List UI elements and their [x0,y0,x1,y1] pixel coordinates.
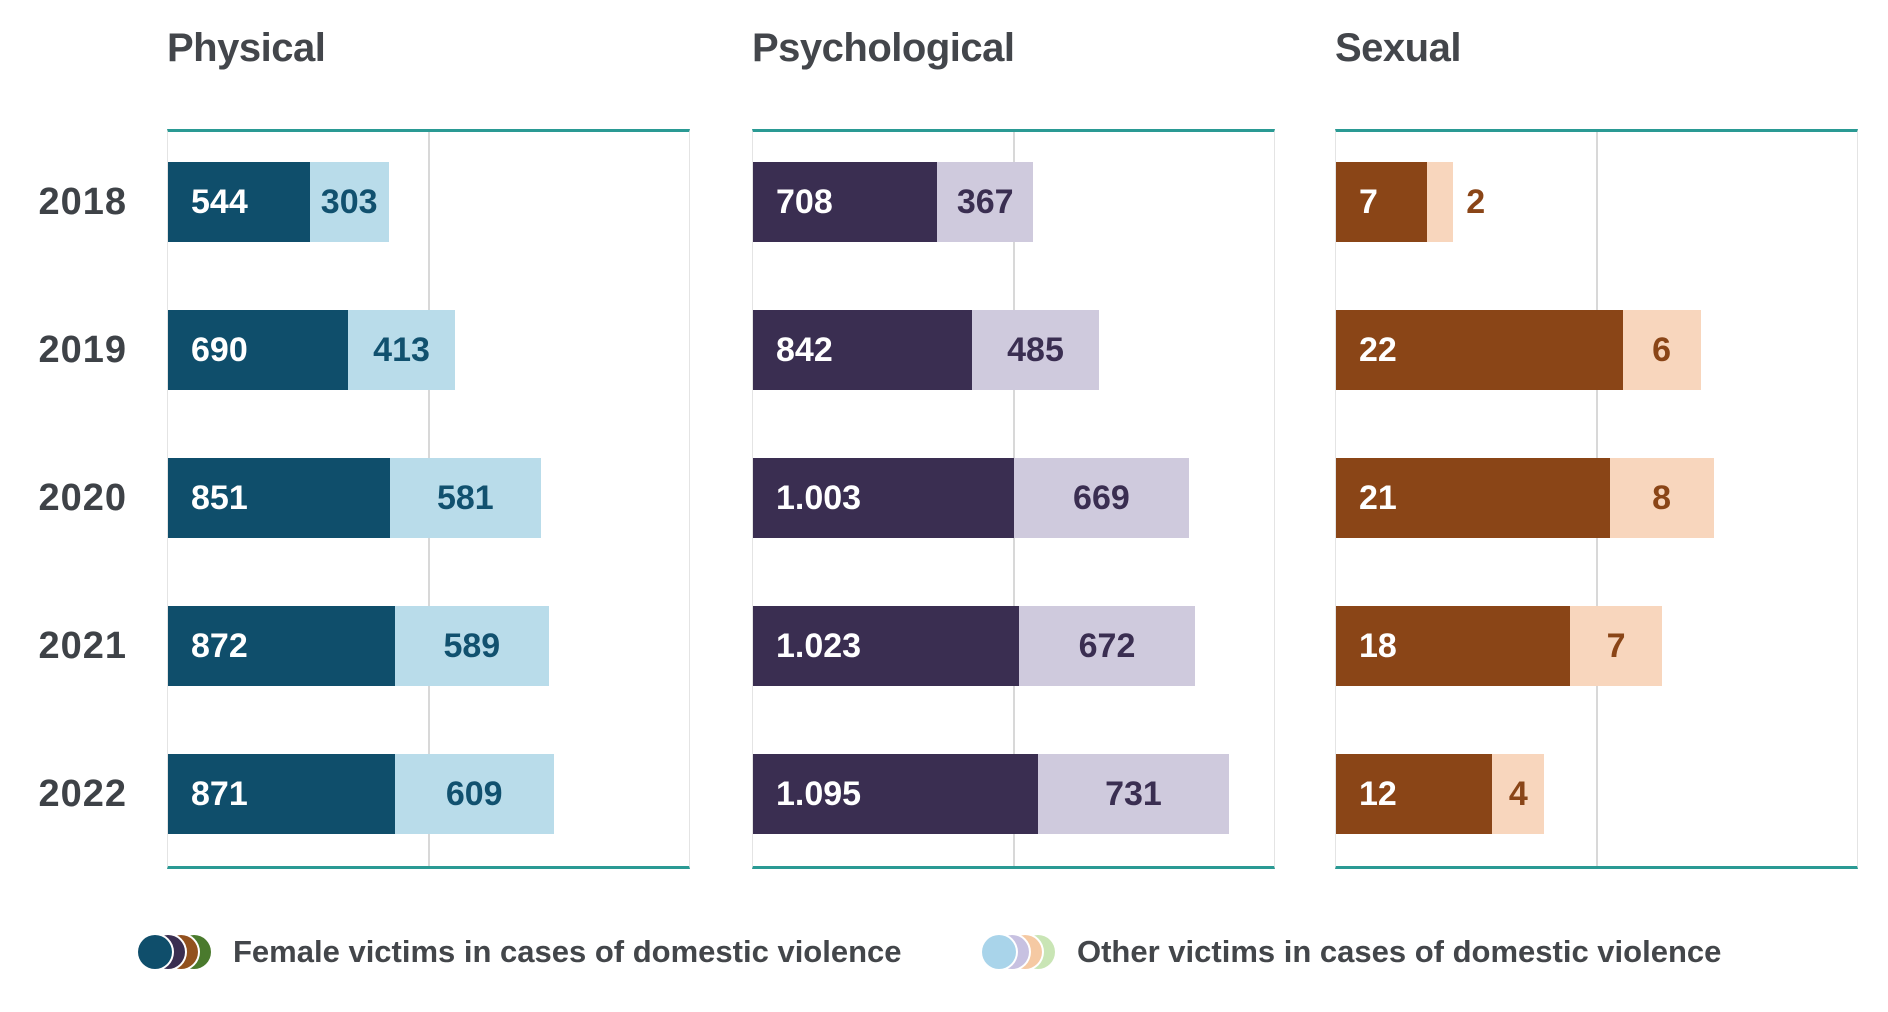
bar-value-label-other: 581 [436,478,494,517]
bar-segment-other: 589 [395,606,549,686]
bar-value-label-other: 589 [443,626,501,665]
bar-value-label-other: 367 [956,182,1014,221]
legend-swatch-group-other-icon [982,935,1055,969]
legend-label-female: Female victims in cases of domestic viol… [233,934,902,969]
bar-segment-other: 581 [389,458,542,538]
bar-value-label-female: 1.003 [776,478,862,517]
year-label-2018: 2018 [38,181,127,223]
bar-value-label-other: 7 [1606,626,1626,665]
bar-segment-other: 413 [347,310,456,390]
bar-value-label-female: 842 [776,330,833,369]
bar-segment-female: 18 [1336,606,1571,686]
bar-segment-female: 1.095 [753,754,1039,834]
bar-segment-other: 485 [972,310,1099,390]
year-label-2019: 2019 [38,329,127,371]
chart-panel-sexual: 7 2 22 6 21 8 18 7 12 4 [1335,129,1858,869]
bar-segment-female: 871 [168,754,395,834]
bar-row-2020: 851 581 [168,458,689,538]
legend-swatch-circle-icon [982,935,1016,969]
bar-row-2022: 12 4 [1336,754,1857,834]
bar-segment-female: 690 [168,310,348,390]
bar-segment-other: 609 [394,754,554,834]
bar-row-2020: 1.003 669 [753,458,1274,538]
bar-value-label-female: 1.023 [776,626,862,665]
year-label-2022: 2022 [38,773,127,815]
bar-segment-female: 544 [168,162,310,242]
legend-swatch-circle-icon [138,935,172,969]
bar-segment-other [1427,162,1454,242]
bar-value-label-female: 708 [776,182,833,221]
legend-swatch-group-female-icon [138,935,211,969]
bar-segment-other: 6 [1622,310,1701,390]
bar-row-2018: 544 303 [168,162,689,242]
bar-value-label-other: 485 [1007,330,1064,369]
bar-segment-other: 672 [1019,606,1195,686]
bar-segment-other: 8 [1609,458,1714,538]
bar-value-label-female: 872 [191,626,248,665]
bar-segment-other: 7 [1570,606,1662,686]
bar-row-2018: 708 367 [753,162,1274,242]
bar-segment-other: 4 [1492,754,1545,834]
year-label-2020: 2020 [38,477,127,519]
bar-segment-other: 669 [1014,458,1189,538]
legend-item-other: Other victims in cases of domestic viole… [982,928,1721,976]
bar-value-label-other: 2 [1466,183,1486,221]
year-label-2021: 2021 [38,625,127,667]
bar-value-label-other: 413 [373,330,430,369]
legend-item-female: Female victims in cases of domestic viol… [138,928,902,976]
bar-value-label-other: 6 [1652,330,1672,369]
bar-row-2022: 1.095 731 [753,754,1274,834]
bar-segment-female: 7 [1336,162,1428,242]
bar-value-label-female: 12 [1359,774,1397,813]
bar-row-2019: 690 413 [168,310,689,390]
bar-segment-female: 872 [168,606,396,686]
bar-value-label-other: 731 [1105,774,1162,813]
bar-segment-other: 731 [1038,754,1229,834]
bar-value-label-other: 672 [1078,626,1136,665]
bar-row-2021: 872 589 [168,606,689,686]
bar-value-label-female: 1.095 [776,774,862,813]
bar-row-2021: 18 7 [1336,606,1857,686]
bar-value-label-female: 544 [191,182,248,221]
bar-value-label-female: 7 [1359,182,1378,221]
bar-segment-female: 842 [753,310,973,390]
bar-value-label-other: 8 [1652,478,1672,517]
chart-panel-physical: 544 303 690 413 851 581 872 589 871 609 [167,129,690,869]
bar-row-2020: 21 8 [1336,458,1857,538]
bar-value-label-other: 609 [445,774,503,813]
bar-value-label-female: 18 [1359,626,1397,665]
bar-value-label-female: 871 [191,774,248,813]
bar-segment-other: 367 [937,162,1034,242]
bar-value-label-female: 851 [191,478,248,517]
legend: Female victims in cases of domestic viol… [0,928,1888,976]
panel-title-physical: Physical [167,26,326,70]
bar-row-2019: 842 485 [753,310,1274,390]
bar-value-label-other: 303 [320,182,378,221]
bar-segment-female: 1.023 [753,606,1020,686]
bar-segment-female: 21 [1336,458,1610,538]
bar-segment-female: 851 [168,458,390,538]
bar-segment-female: 1.003 [753,458,1015,538]
bar-value-label-female: 22 [1359,330,1397,369]
panel-title-sexual: Sexual [1335,26,1461,70]
panel-title-psychological: Psychological [752,26,1015,70]
bar-value-label-female: 690 [191,330,248,369]
bar-segment-other: 303 [309,162,389,242]
legend-label-other: Other victims in cases of domestic viole… [1077,934,1722,969]
bar-segment-female: 12 [1336,754,1493,834]
bar-value-label-female: 21 [1359,478,1397,517]
bar-row-2021: 1.023 672 [753,606,1274,686]
bar-segment-female: 708 [753,162,938,242]
bar-segment-female: 22 [1336,310,1623,390]
bar-value-label-other: 669 [1073,478,1130,517]
bar-row-2022: 871 609 [168,754,689,834]
bar-row-2019: 22 6 [1336,310,1857,390]
chart-panel-psychological: 708 367 842 485 1.003 669 1.023 672 1.095 731 [752,129,1275,869]
bar-value-label-other: 4 [1508,774,1528,813]
